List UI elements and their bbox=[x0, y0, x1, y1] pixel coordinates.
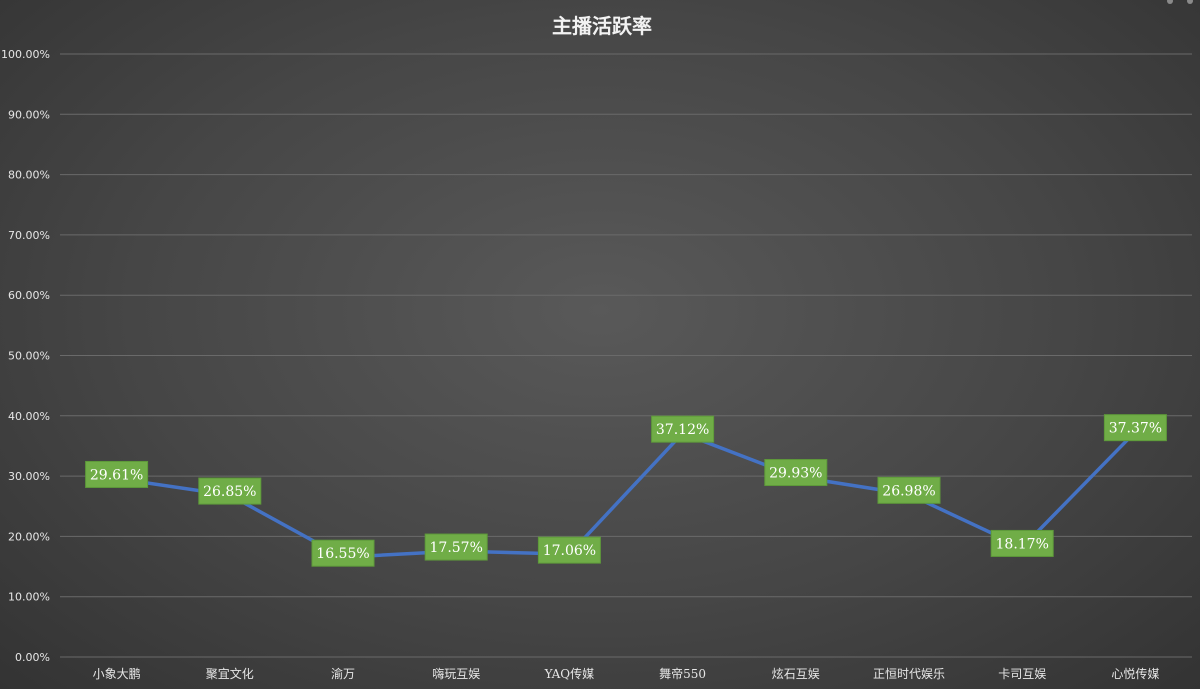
corner-dot-icon bbox=[1187, 0, 1193, 4]
chart-title: 主播活跃率 bbox=[552, 14, 652, 38]
data-label: 26.85% bbox=[198, 477, 262, 505]
series-line bbox=[114, 429, 1138, 559]
data-label: 18.17% bbox=[990, 529, 1054, 557]
x-category-label: 舞帝550 bbox=[659, 666, 706, 681]
data-label-text: 26.98% bbox=[882, 483, 935, 499]
x-category-label: YAQ传媒 bbox=[544, 666, 595, 681]
x-category-label: 渝万 bbox=[331, 666, 355, 681]
data-label-box bbox=[651, 415, 715, 443]
data-label-text: 17.57% bbox=[430, 540, 483, 556]
data-label: 37.12% bbox=[651, 415, 715, 443]
data-label-text: 17.06% bbox=[543, 543, 596, 559]
y-tick-label: 0.00% bbox=[15, 651, 50, 664]
data-label-box bbox=[85, 460, 149, 488]
data-label-box bbox=[198, 477, 262, 505]
y-tick-label: 40.00% bbox=[8, 410, 50, 423]
data-labels: 29.61% 26.85% 16.55% 17.57% 17.06% 37.12% 29.9… bbox=[85, 414, 1167, 567]
x-category-label: 正恒时代娱乐 bbox=[873, 667, 945, 681]
data-label-box bbox=[537, 536, 601, 564]
y-tick-label: 20.00% bbox=[8, 530, 50, 543]
data-label-box bbox=[990, 529, 1054, 557]
data-label-box bbox=[424, 533, 488, 561]
y-tick-label: 100.00% bbox=[1, 48, 50, 61]
data-label-box bbox=[877, 476, 941, 504]
x-category-label: 炫石互娱 bbox=[772, 666, 820, 681]
y-tick-label: 50.00% bbox=[8, 350, 50, 363]
data-label-text: 29.93% bbox=[769, 466, 822, 482]
data-label: 37.37% bbox=[1103, 414, 1167, 442]
y-tick-label: 60.00% bbox=[8, 289, 50, 302]
data-label-text: 37.12% bbox=[656, 422, 709, 438]
x-axis-category-labels: 小象大鹏 聚宜文化 渝万 嗨玩互娱 YAQ传媒 舞帝550 炫石互娱 正恒时代娱乐 卡司互娱 心悦… bbox=[93, 666, 1160, 681]
data-label: 17.06% bbox=[537, 536, 601, 564]
data-label-text: 37.37% bbox=[1109, 421, 1162, 437]
data-label: 17.57% bbox=[424, 533, 488, 561]
y-tick-label: 90.00% bbox=[8, 108, 50, 121]
x-category-label: 卡司互娱 bbox=[998, 667, 1046, 681]
x-category-label: 心悦传媒 bbox=[1111, 666, 1159, 681]
x-category-label: 聚宜文化 bbox=[206, 666, 254, 681]
x-category-label: 嗨玩互娱 bbox=[432, 667, 480, 681]
data-label-text: 18.17% bbox=[996, 536, 1049, 552]
data-label: 26.98% bbox=[877, 476, 941, 504]
data-label: 16.55% bbox=[311, 539, 375, 567]
data-label-box bbox=[764, 459, 828, 487]
data-label-text: 16.55% bbox=[316, 546, 369, 562]
y-tick-label: 80.00% bbox=[8, 169, 50, 182]
corner-dot-icon bbox=[1167, 0, 1173, 4]
series bbox=[114, 429, 1138, 559]
y-tick-label: 30.00% bbox=[8, 470, 50, 483]
data-label-box bbox=[311, 539, 375, 567]
data-label-box bbox=[1103, 414, 1167, 442]
data-label-text: 29.61% bbox=[90, 467, 143, 483]
y-tick-label: 70.00% bbox=[8, 229, 50, 242]
x-category-label: 小象大鹏 bbox=[93, 667, 141, 681]
data-label-text: 26.85% bbox=[203, 484, 256, 500]
data-label: 29.93% bbox=[764, 459, 828, 487]
gridlines bbox=[60, 53, 1192, 658]
data-label: 29.61% bbox=[85, 460, 149, 488]
y-axis-tick-labels: 0.00% 10.00% 20.00% 30.00% 40.00% 50.00% 60.00… bbox=[1, 48, 50, 664]
y-tick-label: 10.00% bbox=[8, 591, 50, 604]
